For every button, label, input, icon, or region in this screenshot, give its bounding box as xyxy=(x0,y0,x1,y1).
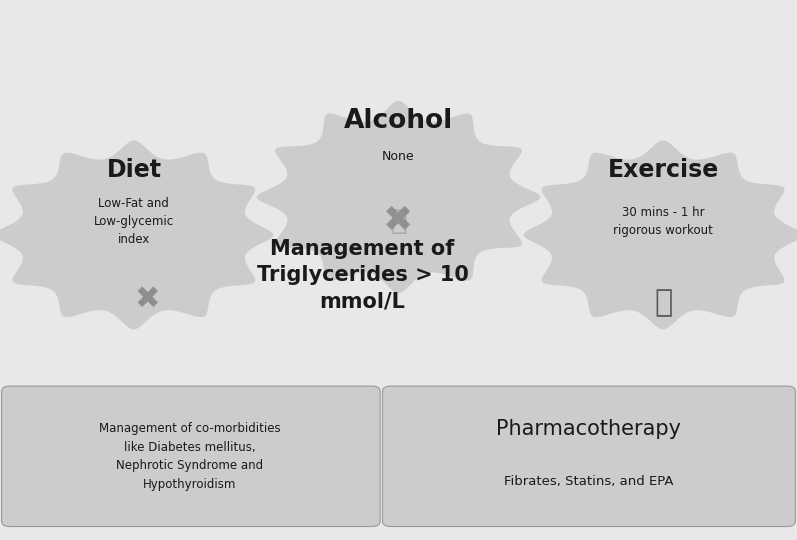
Polygon shape xyxy=(257,101,540,293)
Text: ✖: ✖ xyxy=(383,205,414,238)
Text: 🍺: 🍺 xyxy=(391,207,406,235)
Text: Exercise: Exercise xyxy=(607,158,719,182)
FancyBboxPatch shape xyxy=(383,386,795,526)
Text: ✖: ✖ xyxy=(135,285,160,314)
Text: 30 mins - 1 hr
rigorous workout: 30 mins - 1 hr rigorous workout xyxy=(613,206,713,237)
Text: 🏋: 🏋 xyxy=(654,288,672,317)
Text: Management of
Triglycerides > 10
mmol/L: Management of Triglycerides > 10 mmol/L xyxy=(257,239,469,312)
Text: Alcohol: Alcohol xyxy=(344,109,453,134)
Polygon shape xyxy=(0,140,273,329)
Text: Diet: Diet xyxy=(106,158,162,182)
Text: Fibrates, Statins, and EPA: Fibrates, Statins, and EPA xyxy=(505,475,673,488)
Text: Low-Fat and
Low-glycemic
index: Low-Fat and Low-glycemic index xyxy=(94,197,174,246)
Text: Management of co-morbidities
like Diabetes mellitus,
Nephrotic Syndrome and
Hypo: Management of co-morbidities like Diabet… xyxy=(99,422,281,490)
Text: Pharmacotherapy: Pharmacotherapy xyxy=(497,419,681,440)
Text: None: None xyxy=(383,150,414,163)
FancyBboxPatch shape xyxy=(2,386,380,526)
Polygon shape xyxy=(524,140,797,329)
